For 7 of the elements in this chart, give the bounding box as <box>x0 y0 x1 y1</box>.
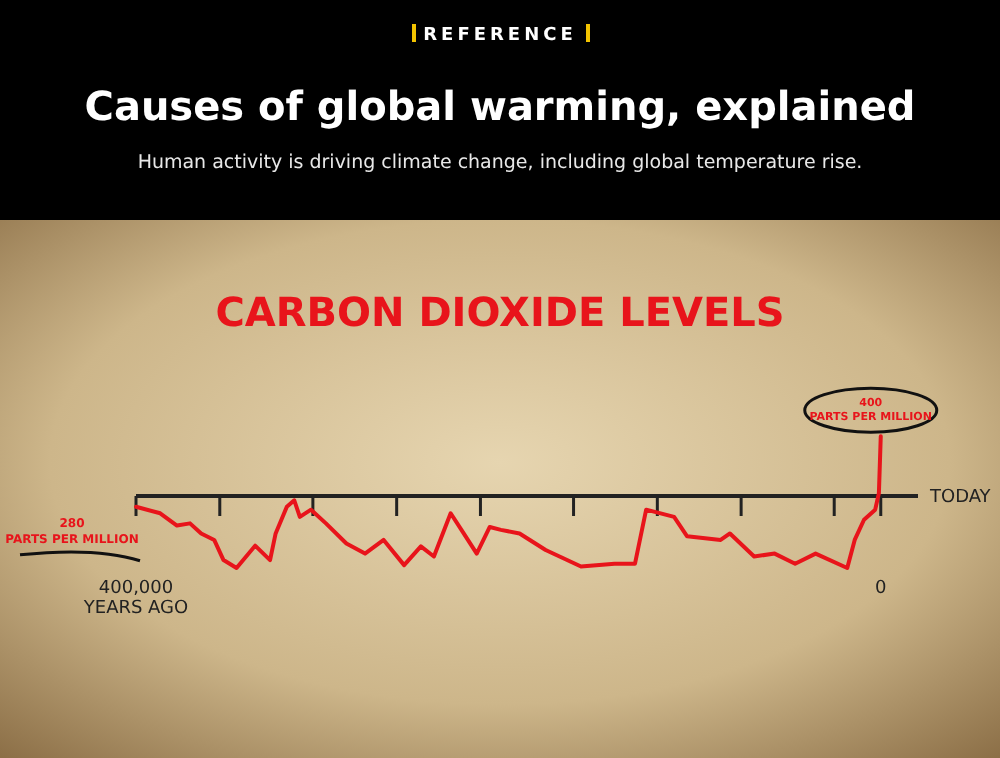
chart-subtitle: Human activity is driving climate change, including global temperature rise. <box>137 152 863 174</box>
x-tick-label: 0 <box>875 578 888 599</box>
chart-title: Causes of global warming, explained <box>84 82 916 130</box>
x-tick-label: 400,000 YEARS AGO <box>81 578 189 619</box>
text: REFERENCE <box>423 26 577 46</box>
x-axis-title: TODAY <box>928 488 992 508</box>
text: CARBON DIOXIDE LEVELS <box>215 288 785 336</box>
